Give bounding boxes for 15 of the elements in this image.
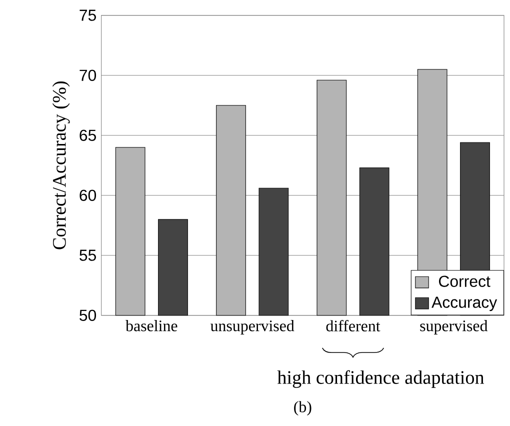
x-tick-label: different <box>326 320 380 332</box>
x-tick-label: unsupervised <box>210 320 294 334</box>
y-tick-label: 55 <box>80 250 96 261</box>
x-tick-label: baseline <box>126 320 178 332</box>
y-tick-label: 65 <box>80 130 96 141</box>
y-tick-label: 70 <box>80 70 96 81</box>
y-tick-label: 50 <box>80 310 96 321</box>
y-axis-title: Correct/Accuracy (%) <box>52 81 70 250</box>
text: high confidence adaptation <box>277 370 484 388</box>
text: (b) <box>294 401 312 416</box>
legend-label: Correct <box>439 276 490 287</box>
legend-label: Accuracy <box>432 296 498 312</box>
y-tick-label: 60 <box>80 190 96 201</box>
x-tick-label: supervised <box>420 320 488 334</box>
y-tick-label: 75 <box>80 10 96 21</box>
